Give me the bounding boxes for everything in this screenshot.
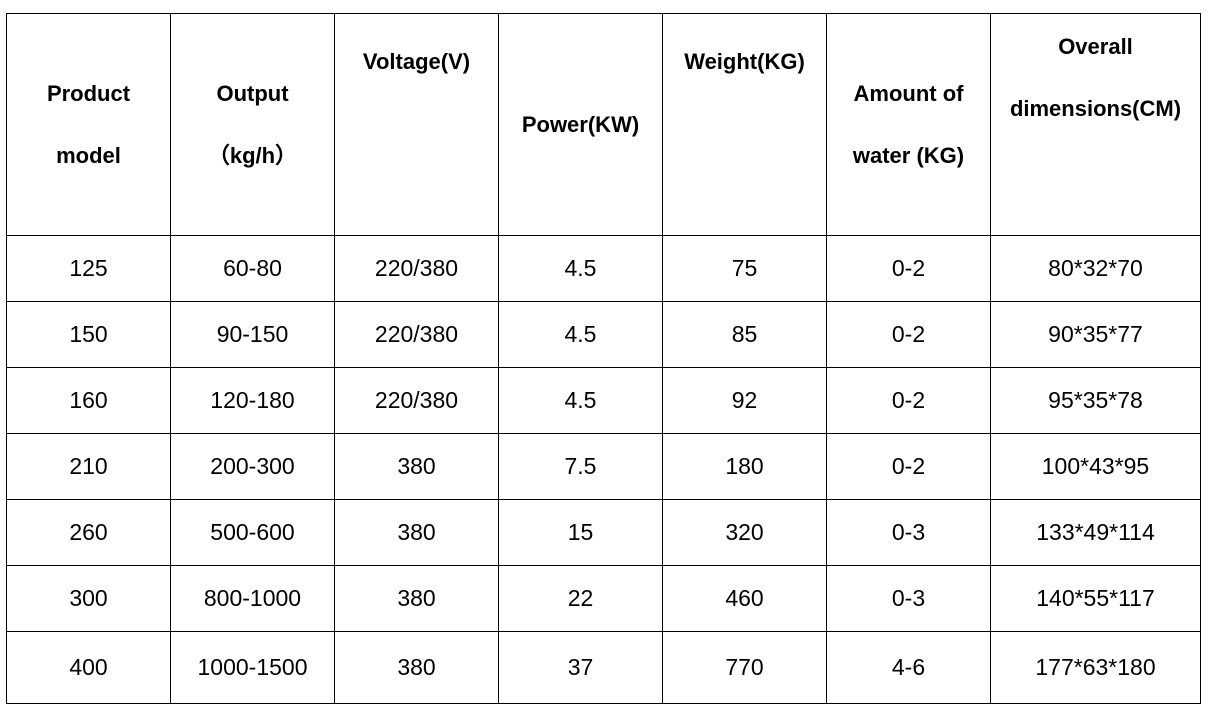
cell-voltage: 220/380: [334, 235, 499, 302]
cell-weight: 75: [662, 235, 827, 302]
cell-dimensions: 133*49*114: [990, 499, 1201, 566]
cell-power: 4.5: [498, 367, 663, 434]
cell-power: 15: [498, 499, 663, 566]
header-water-line1: Amount of: [853, 80, 964, 106]
header-voltage: Voltage(V): [334, 13, 499, 236]
cell-weight: 320: [662, 499, 827, 566]
spec-table: Product model Output （kg/h） Voltage(V) P…: [6, 13, 1201, 704]
cell-water: 0-3: [826, 499, 991, 566]
cell-model: 160: [6, 367, 171, 434]
cell-weight: 85: [662, 301, 827, 368]
header-output-line1: Output: [216, 80, 289, 106]
header-product-model: Product model: [6, 13, 171, 236]
cell-dimensions: 95*35*78: [990, 367, 1201, 434]
cell-output: 1000-1500: [170, 631, 335, 704]
header-product-model-line1: Product: [46, 80, 131, 106]
table-row: 300 800-1000 380 22 460 0-3 140*55*117: [6, 565, 1201, 632]
table-row: 210 200-300 380 7.5 180 0-2 100*43*95: [6, 433, 1201, 500]
cell-voltage: 380: [334, 499, 499, 566]
cell-model: 300: [6, 565, 171, 632]
cell-output: 500-600: [170, 499, 335, 566]
cell-output: 200-300: [170, 433, 335, 500]
cell-voltage: 220/380: [334, 367, 499, 434]
header-voltage-label: Voltage(V): [362, 49, 471, 74]
cell-water: 0-3: [826, 565, 991, 632]
cell-voltage: 380: [334, 565, 499, 632]
header-product-model-line2: model: [56, 142, 121, 168]
cell-dimensions: 177*63*180: [990, 631, 1201, 704]
cell-voltage: 380: [334, 631, 499, 704]
cell-power: 7.5: [498, 433, 663, 500]
header-weight-label: Weight(KG): [684, 49, 805, 74]
cell-output: 800-1000: [170, 565, 335, 632]
table-row: 260 500-600 380 15 320 0-3 133*49*114: [6, 499, 1201, 566]
cell-model: 260: [6, 499, 171, 566]
header-output: Output （kg/h）: [170, 13, 335, 236]
cell-water: 0-2: [826, 433, 991, 500]
table-row: 150 90-150 220/380 4.5 85 0-2 90*35*77: [6, 301, 1201, 368]
table-row: 125 60-80 220/380 4.5 75 0-2 80*32*70: [6, 235, 1201, 302]
header-dimensions: Overall dimensions(CM): [990, 13, 1201, 236]
header-output-line2: （kg/h）: [207, 142, 298, 168]
header-weight: Weight(KG): [662, 13, 827, 236]
header-water: Amount of water (KG): [826, 13, 991, 236]
header-water-line2: water (KG): [852, 142, 965, 168]
cell-weight: 460: [662, 565, 827, 632]
cell-water: 0-2: [826, 367, 991, 434]
cell-model: 400: [6, 631, 171, 704]
cell-dimensions: 140*55*117: [990, 565, 1201, 632]
cell-power: 22: [498, 565, 663, 632]
cell-weight: 770: [662, 631, 827, 704]
cell-model: 210: [6, 433, 171, 500]
cell-power: 4.5: [498, 301, 663, 368]
cell-output: 120-180: [170, 367, 335, 434]
cell-water: 0-2: [826, 301, 991, 368]
table-row: 400 1000-1500 380 37 770 4-6 177*63*180: [6, 631, 1201, 704]
header-dimensions-line1: Overall: [1058, 34, 1133, 59]
cell-voltage: 220/380: [334, 301, 499, 368]
header-power-label: Power(KW): [521, 111, 640, 137]
cell-power: 4.5: [498, 235, 663, 302]
header-dimensions-line2: dimensions(CM): [1009, 96, 1182, 121]
cell-dimensions: 80*32*70: [990, 235, 1201, 302]
cell-output: 90-150: [170, 301, 335, 368]
cell-weight: 92: [662, 367, 827, 434]
table-row: 160 120-180 220/380 4.5 92 0-2 95*35*78: [6, 367, 1201, 434]
cell-model: 150: [6, 301, 171, 368]
cell-weight: 180: [662, 433, 827, 500]
cell-water: 0-2: [826, 235, 991, 302]
cell-power: 37: [498, 631, 663, 704]
cell-voltage: 380: [334, 433, 499, 500]
cell-dimensions: 100*43*95: [990, 433, 1201, 500]
cell-dimensions: 90*35*77: [990, 301, 1201, 368]
cell-model: 125: [6, 235, 171, 302]
cell-water: 4-6: [826, 631, 991, 704]
header-power: Power(KW): [498, 13, 663, 236]
cell-output: 60-80: [170, 235, 335, 302]
header-row: Product model Output （kg/h） Voltage(V) P…: [6, 13, 1201, 236]
